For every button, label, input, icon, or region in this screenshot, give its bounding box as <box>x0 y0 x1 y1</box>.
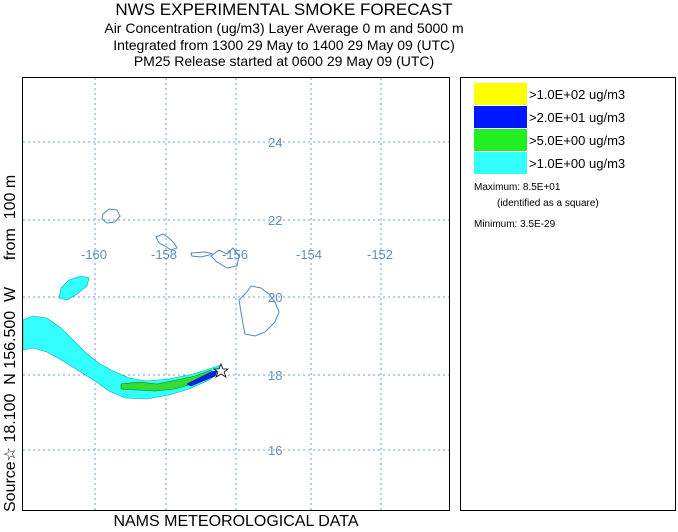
smoke-map: -160 -158 -156 -154 -152 24 22 20 18 16 <box>22 77 450 511</box>
coastlines <box>101 208 280 337</box>
big-island <box>238 285 280 337</box>
integration-line: Integrated from 1300 29 May to 1400 29 M… <box>113 37 455 53</box>
lat-tick: 18 <box>268 368 282 383</box>
lat-tick: 22 <box>268 213 282 228</box>
forecast-title: NWS EXPERIMENTAL SMOKE FORECAST <box>115 0 453 19</box>
lat-tick: 16 <box>268 443 282 458</box>
legend-swatch <box>474 83 527 105</box>
legend-label: >2.0E+01 ug/m3 <box>529 110 626 125</box>
maximum-note: (identified as a square) <box>497 198 599 209</box>
legend-label: >5.0E+00 ug/m3 <box>529 133 626 148</box>
legend-swatch <box>474 106 527 128</box>
data-source-label: NAMS METEOROLOGICAL DATA <box>113 513 359 530</box>
plume-level-3 <box>186 370 218 387</box>
maui-island <box>210 247 240 269</box>
maximum-value: Maximum: 8.5E+01 <box>474 182 561 193</box>
legend-label: >1.0E+02 ug/m3 <box>529 87 626 102</box>
secondary-plume <box>58 275 90 301</box>
oahu-island <box>155 233 178 251</box>
lon-tick: -154 <box>296 247 322 262</box>
molokai-island <box>190 251 214 258</box>
lon-tick: -160 <box>81 247 107 262</box>
source-star-icon <box>212 362 230 378</box>
legend-label: >1.0E+00 ug/m3 <box>529 156 626 171</box>
lat-tick: 24 <box>268 135 282 150</box>
lon-tick: -156 <box>222 247 248 262</box>
release-line: PM25 Release started at 0600 29 May 09 (… <box>133 53 435 69</box>
legend-swatch <box>474 129 527 151</box>
map-canvas: -160 -158 -156 -154 -152 24 22 20 18 16 <box>23 78 449 510</box>
lat-tick: 20 <box>268 290 282 305</box>
legend-panel: >1.0E+02 ug/m3 >2.0E+01 ug/m3 >5.0E+00 u… <box>460 77 676 511</box>
lon-tick: -152 <box>367 247 393 262</box>
minimum-value: Minimum: 3.5E-29 <box>474 219 556 230</box>
lon-tick: -158 <box>151 247 177 262</box>
source-location-label: Source☆ 18.100 N 156.500 W from 100 m <box>2 174 19 512</box>
graticule <box>23 78 449 510</box>
concentration-line: Air Concentration (ug/m3) Layer Average … <box>104 20 464 36</box>
legend-swatch <box>474 152 527 174</box>
kauai-island <box>101 208 121 224</box>
